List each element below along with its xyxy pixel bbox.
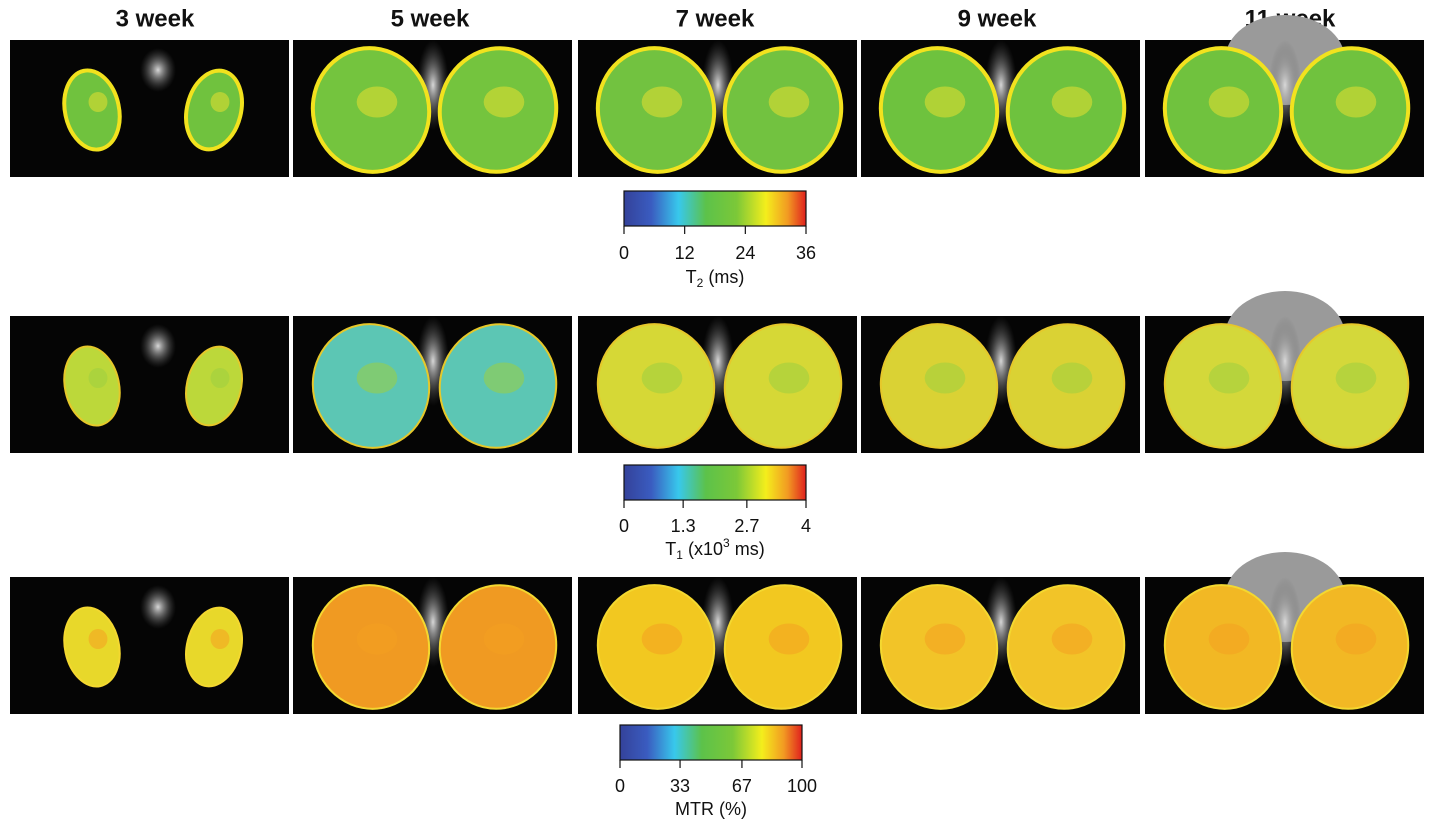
colorbar-label: MTR (%) [675, 799, 747, 819]
image-panel [861, 312, 1140, 460]
tissue-texture [211, 629, 230, 649]
tissue-texture [89, 368, 108, 388]
colorbar-tick-label: 33 [670, 776, 690, 796]
colorbar-label: T2 (ms) [686, 267, 745, 290]
colorbar [624, 191, 806, 226]
tissue-texture [1336, 363, 1377, 394]
tissue-texture [925, 87, 966, 118]
colorbar-tick-label: 12 [675, 243, 695, 263]
figure: 3 week5 week7 week9 week11 week0122436T2… [0, 0, 1430, 822]
tissue-texture [357, 363, 398, 394]
tissue-texture [1052, 87, 1093, 118]
colorbar [624, 465, 806, 500]
tissue-texture [1209, 87, 1250, 118]
tissue-texture [211, 368, 230, 388]
colorbar-tick-label: 0 [619, 516, 629, 536]
image-panel [578, 312, 857, 460]
column-header: 5 week [391, 5, 470, 32]
image-panel [10, 316, 289, 453]
label-part: (ms) [703, 267, 744, 287]
tissue-texture [1209, 624, 1250, 655]
colorbar-tick-label: 36 [796, 243, 816, 263]
tissue-texture [211, 92, 230, 112]
anatomy [140, 48, 176, 92]
label-part: T [665, 539, 676, 559]
colorbar-tick-label: 100 [787, 776, 817, 796]
image-panel [1145, 552, 1424, 721]
column-header: 3 week [116, 5, 195, 32]
image-panel [861, 36, 1140, 184]
tissue-texture [642, 87, 683, 118]
image-panel [293, 36, 572, 184]
tissue-texture [769, 624, 810, 655]
tissue-texture [642, 363, 683, 394]
colorbar-tick-label: 4 [801, 516, 811, 536]
tissue-texture [1209, 363, 1250, 394]
image-panel [1145, 291, 1424, 460]
anatomy [140, 585, 176, 629]
label-part: MTR (%) [675, 799, 747, 819]
label-part: (x10 [683, 539, 723, 559]
tissue-texture [769, 87, 810, 118]
tissue-texture [1336, 87, 1377, 118]
colorbar-tick-label: 1.3 [671, 516, 696, 536]
image-panel [10, 40, 289, 177]
colorbar-label: T1 (x103 ms) [665, 536, 764, 562]
tissue-texture [484, 87, 525, 118]
colorbar [620, 725, 802, 760]
tissue-texture [357, 624, 398, 655]
tissue-texture [484, 363, 525, 394]
image-panel [578, 573, 857, 721]
colorbar-tick-label: 67 [732, 776, 752, 796]
tissue-texture [1052, 363, 1093, 394]
image-panel [861, 573, 1140, 721]
image-panel [578, 36, 857, 184]
tissue-texture [484, 624, 525, 655]
tissue-texture [642, 624, 683, 655]
label-part: ms) [730, 539, 765, 559]
column-header: 7 week [676, 5, 755, 32]
tissue-texture [1336, 624, 1377, 655]
image-panel [293, 312, 572, 460]
anatomy [140, 324, 176, 368]
tissue-texture [89, 92, 108, 112]
tissue-texture [89, 629, 108, 649]
tissue-texture [357, 87, 398, 118]
colorbar-tick-label: 0 [619, 243, 629, 263]
colorbar-tick-label: 0 [615, 776, 625, 796]
image-panel [293, 573, 572, 721]
tissue-texture [769, 363, 810, 394]
tissue-texture [1052, 624, 1093, 655]
tissue-texture [925, 624, 966, 655]
colorbar-tick-label: 2.7 [734, 516, 759, 536]
tissue-texture [925, 363, 966, 394]
column-header: 9 week [958, 5, 1037, 32]
colorbar-tick-label: 24 [735, 243, 755, 263]
image-panel [1145, 15, 1424, 184]
image-panel [10, 577, 289, 714]
label-part: T [686, 267, 697, 287]
